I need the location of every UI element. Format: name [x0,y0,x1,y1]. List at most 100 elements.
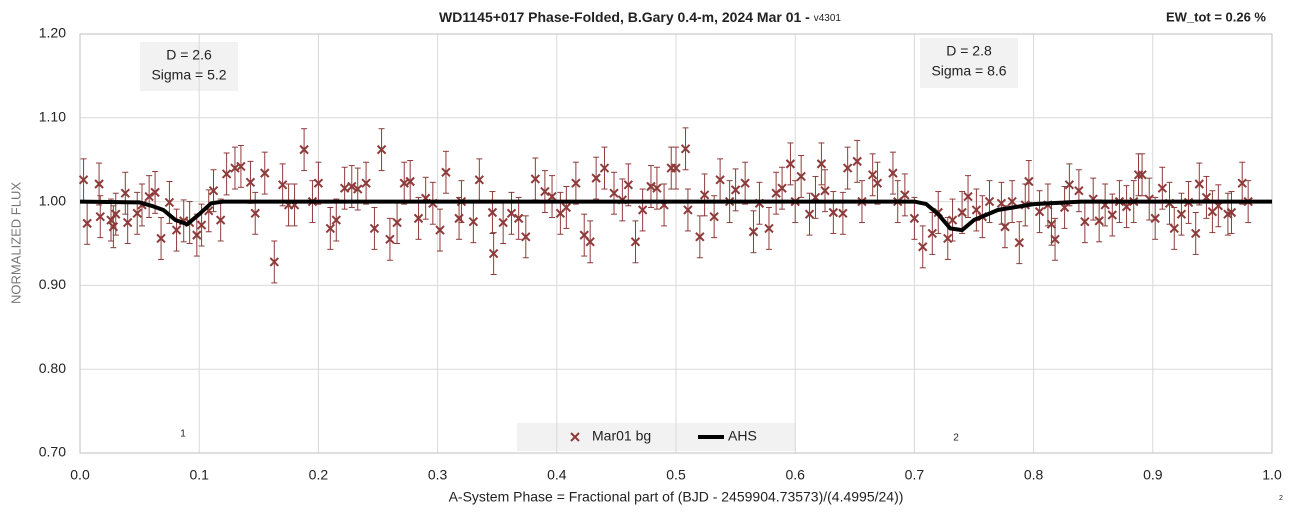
data-point [513,213,524,224]
marker-stroke [250,208,260,219]
marker-stroke [468,217,479,227]
marker-stroke [1237,178,1247,188]
data-point [838,208,848,219]
marker-stroke [347,181,357,192]
data-point [215,215,226,225]
data-point [984,196,995,207]
data-point [221,169,232,179]
data-point [1191,228,1201,239]
marker-stroke [221,169,232,179]
data-point [623,180,634,190]
marker-stroke [260,168,270,178]
marker-stroke [164,197,175,208]
marker-stroke [637,205,648,215]
x-tick-label: 0.4 [547,467,567,483]
marker-stroke [392,217,402,228]
marker-stroke [740,178,750,188]
data-point [957,207,967,218]
data-point [591,173,601,183]
marker-stroke [715,175,725,185]
annotation: D = 2.8 [946,43,992,59]
data-point [585,237,595,247]
data-point [680,144,691,154]
data-line [79,199,1272,233]
marker-stroke [828,207,839,218]
data-point [1046,219,1057,229]
data-point [171,225,182,235]
marker-stroke [1014,237,1025,248]
marker-stroke [1046,219,1057,229]
marker-stroke [748,227,759,237]
marker-stroke [709,211,719,222]
data-point [78,175,89,185]
marker-stroke [1176,209,1187,219]
marker-stroke [1191,228,1201,239]
marker-stroke [730,185,741,195]
data-point [828,207,839,218]
marker-stroke [506,208,517,219]
data-point [156,233,166,244]
marker-stroke [513,213,524,224]
marker-stroke [1050,234,1060,245]
marker-stroke [927,228,937,239]
marker-stroke [299,144,309,155]
annotation: 2 [953,433,959,444]
marker-stroke [852,156,862,167]
y-tick-label: 0.90 [39,276,66,292]
data-point [561,202,572,213]
marker-stroke [872,178,883,188]
x-tick-label: 1.0 [1262,467,1282,483]
data-point [1169,223,1179,234]
marker-stroke [487,207,498,218]
marker-stroke [385,234,395,245]
title-version: v4301 [814,13,842,24]
marker-stroke [785,159,796,169]
data-point [245,177,256,188]
marker-stroke [984,196,995,207]
marker-stroke [579,230,589,240]
marker-stroke [399,178,409,188]
data-point [488,248,499,259]
data-point [260,168,270,178]
data-point [1094,216,1104,226]
annotation-box [920,38,1018,88]
data-point [715,175,725,185]
marker-stroke [435,225,445,235]
marker-stroke [208,185,219,196]
data-point [740,178,750,188]
data-point [498,217,508,228]
marker-stroke [547,191,557,202]
marker-stroke [245,177,256,188]
x-tick-label: 0.8 [1024,467,1044,483]
x-tick-label: 0.0 [70,467,90,483]
data-point [867,170,878,180]
data-point [1050,234,1060,245]
marker-stroke [540,186,550,197]
marker-stroke [474,175,485,185]
data-point [820,185,830,196]
marker-stroke [1226,207,1237,218]
data-point [888,168,898,178]
data-point [236,161,246,172]
marker-stroke [1169,223,1179,234]
data-point [540,186,550,197]
data-point [652,183,662,193]
data-point [196,220,207,230]
data-point [872,178,883,188]
data-point [804,209,815,219]
data-point [1034,206,1045,217]
marker-stroke [1133,170,1144,180]
y-tick-label: 0.80 [39,360,66,376]
data-point [852,156,862,167]
x-tick-label: 0.2 [309,467,329,483]
marker-stroke [530,174,541,184]
marker-stroke [816,159,827,169]
data-point [144,191,154,202]
marker-stroke [313,178,324,188]
annotation-box [140,42,238,91]
marker-stroke [215,215,226,225]
annotation: Sigma = 5.2 [151,67,226,83]
data-point [1133,170,1144,180]
data-point [1176,209,1187,219]
marker-stroke [796,171,806,182]
